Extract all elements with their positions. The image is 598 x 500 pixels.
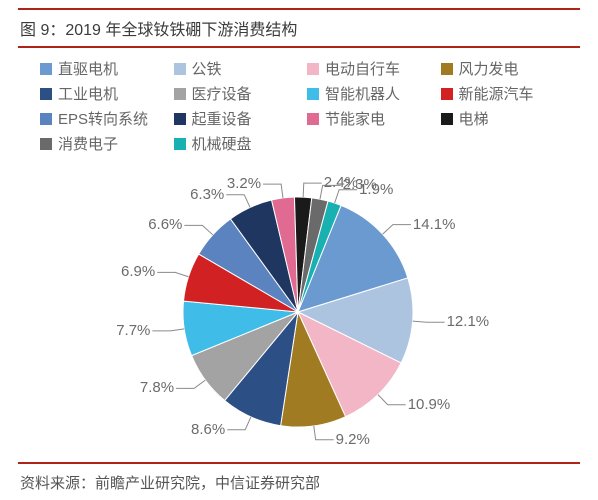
pie-label: 7.7% (116, 322, 150, 339)
leader-line (303, 183, 322, 197)
legend-item: 节能家电 (307, 108, 435, 129)
legend-swatch (307, 113, 319, 125)
legend-item: 直驱电机 (40, 58, 168, 79)
leader-line (378, 395, 406, 405)
legend-swatch (174, 88, 186, 100)
legend-item: 公铁 (174, 58, 302, 79)
legend-swatch (441, 113, 453, 125)
legend-item: 工业电机 (40, 83, 168, 104)
legend-swatch (441, 88, 453, 100)
pie-label: 6.3% (190, 186, 224, 203)
legend-swatch (174, 138, 186, 150)
legend-swatch (307, 63, 319, 75)
legend-item: 电动自行车 (307, 58, 435, 79)
legend-label: 机械硬盘 (192, 133, 252, 154)
legend-label: 电梯 (459, 108, 489, 129)
pie-label: 8.6% (191, 421, 225, 438)
legend-label: 新能源汽车 (459, 83, 534, 104)
legend-item: 风力发电 (441, 58, 569, 79)
legend-label: 风力发电 (459, 58, 519, 79)
pie-label: 6.9% (121, 263, 155, 280)
pie-label: 14.1% (413, 216, 456, 233)
legend-label: 电动自行车 (325, 58, 400, 79)
pie-label: 3.2% (227, 175, 261, 192)
legend-item: EPS转向系统 (40, 108, 168, 129)
leader-line (383, 225, 411, 234)
legend-item: 消费电子 (40, 133, 168, 154)
figure-title: 图 9：2019 年全球钕铁硼下游消费结构 (18, 10, 580, 46)
legend-swatch (174, 113, 186, 125)
legend-label: 医疗设备 (192, 83, 252, 104)
legend-item: 新能源汽车 (441, 83, 569, 104)
leader-line (263, 184, 283, 198)
pie-label: 10.9% (408, 396, 451, 413)
leader-line (176, 380, 205, 388)
legend-label: 智能机器人 (325, 83, 400, 104)
pie-label: 6.6% (148, 216, 182, 233)
legend-label: 消费电子 (58, 133, 118, 154)
pie-label: 7.8% (140, 379, 174, 396)
leader-line (413, 321, 445, 322)
figure-frame: 图 9：2019 年全球钕铁硼下游消费结构 直驱电机 公铁 电动自行车 风力发电工业电… (0, 0, 598, 500)
legend-label: 节能家电 (325, 108, 385, 129)
legend-item: 智能机器人 (307, 83, 435, 104)
leader-line (226, 195, 250, 208)
legend-label: 直驱电机 (58, 58, 118, 79)
legend: 直驱电机 公铁 电动自行车 风力发电工业电机 医疗设备 智能机器人 新能源汽车 EPS转向系统… (18, 48, 580, 162)
leader-line (152, 329, 184, 331)
legend-swatch (40, 113, 52, 125)
pie-label: 9.2% (336, 431, 370, 448)
leader-line (184, 225, 212, 234)
legend-swatch (40, 63, 52, 75)
legend-swatch (307, 88, 319, 100)
leader-line (157, 272, 188, 276)
legend-label: 工业电机 (58, 83, 118, 104)
leader-line (314, 426, 334, 440)
legend-label: 公铁 (192, 58, 222, 79)
legend-label: 起重设备 (192, 108, 252, 129)
pie-label: 1.9% (359, 181, 393, 198)
legend-item: 起重设备 (174, 108, 302, 129)
legend-swatch (40, 138, 52, 150)
legend-item: 医疗设备 (174, 83, 302, 104)
leader-line (227, 417, 251, 430)
legend-swatch (40, 88, 52, 100)
pie-chart: 14.1% 12.1% 10.9% 9.2% 8.6% 7.8% 7.7% 6.9% 6.6% 6… (18, 162, 580, 462)
legend-swatch (441, 63, 453, 75)
legend-item: 电梯 (441, 108, 569, 129)
pie-label: 12.1% (447, 313, 490, 330)
legend-label: EPS转向系统 (58, 108, 148, 129)
source-text: 资料来源：前瞻产业研究院，中信证券研究部 (18, 464, 580, 493)
legend-swatch (174, 63, 186, 75)
legend-item: 机械硬盘 (174, 133, 302, 154)
